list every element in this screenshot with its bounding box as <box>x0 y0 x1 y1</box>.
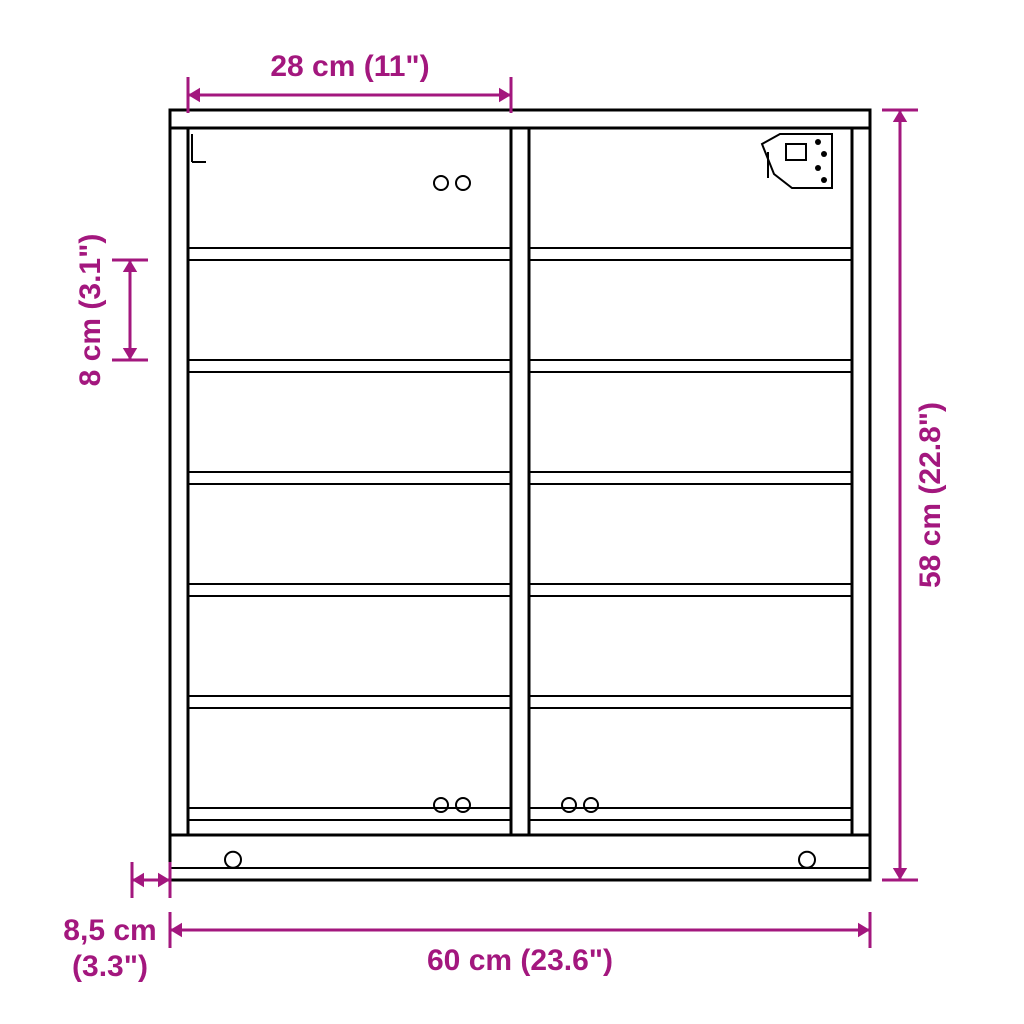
svg-text:8,5 cm: 8,5 cm <box>63 914 156 947</box>
svg-text:58 cm (22.8"): 58 cm (22.8") <box>914 402 947 588</box>
svg-text:60 cm (23.6"): 60 cm (23.6") <box>427 944 613 977</box>
dimension-diagram: 28 cm (11") 58 cm (22.8") 60 cm (23.6") 8,5… <box>0 0 1024 1024</box>
svg-text:(3.3"): (3.3") <box>72 950 148 983</box>
svg-text:8 cm (3.1"): 8 cm (3.1") <box>74 234 107 387</box>
svg-text:28 cm (11"): 28 cm (11") <box>270 50 429 83</box>
